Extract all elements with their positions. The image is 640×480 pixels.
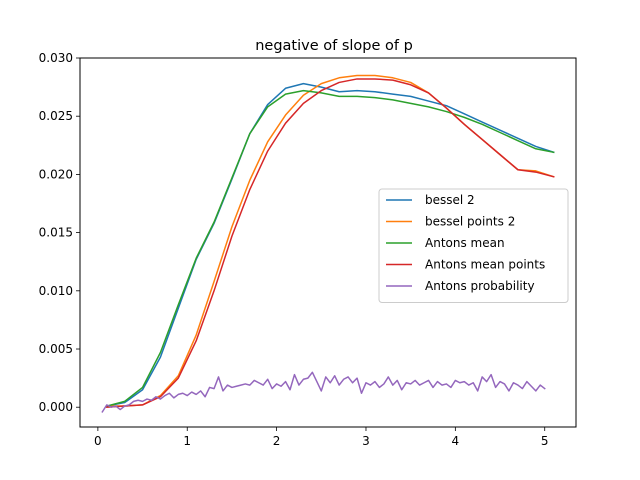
- y-tick-label: 0.005: [39, 342, 73, 356]
- y-axis: 0.000 0.005 0.010 0.015 0.020 0.025 0.030: [39, 51, 80, 414]
- x-tick-label: 1: [183, 434, 191, 448]
- series-line-3: [106, 78, 555, 409]
- x-tick-label: 4: [452, 434, 460, 448]
- chart-title: negative of slope of p: [255, 38, 413, 54]
- legend-label: Antons mean: [425, 236, 505, 250]
- x-tick-label: 2: [273, 434, 281, 448]
- legend-box: [378, 188, 569, 303]
- x-tick-label: 3: [362, 434, 370, 448]
- y-tick-label: 0.030: [39, 51, 73, 65]
- legend-label: bessel points 2: [425, 215, 515, 229]
- x-tick-label: 0: [94, 434, 102, 448]
- y-tick-label: 0.015: [39, 226, 73, 240]
- x-axis: 0 1 2 3 4 5: [94, 427, 549, 448]
- series-line-4: [101, 371, 546, 413]
- legend-label: bessel 2: [425, 193, 475, 207]
- y-tick-label: 0.000: [39, 400, 73, 414]
- legend-label: Antons mean points: [425, 258, 545, 272]
- legend: bessel 2 bessel points 2 Antons mean Antons…: [378, 188, 569, 303]
- y-tick-label: 0.010: [39, 284, 73, 298]
- legend-label: Antons probability: [425, 279, 535, 293]
- series-line-0: [105, 82, 555, 407]
- plot-lines: [101, 74, 555, 413]
- x-tick-label: 5: [541, 434, 549, 448]
- series-line-2: [105, 89, 555, 407]
- y-tick-label: 0.020: [39, 167, 73, 181]
- y-tick-label: 0.025: [39, 109, 73, 123]
- plot-frame: [79, 57, 577, 428]
